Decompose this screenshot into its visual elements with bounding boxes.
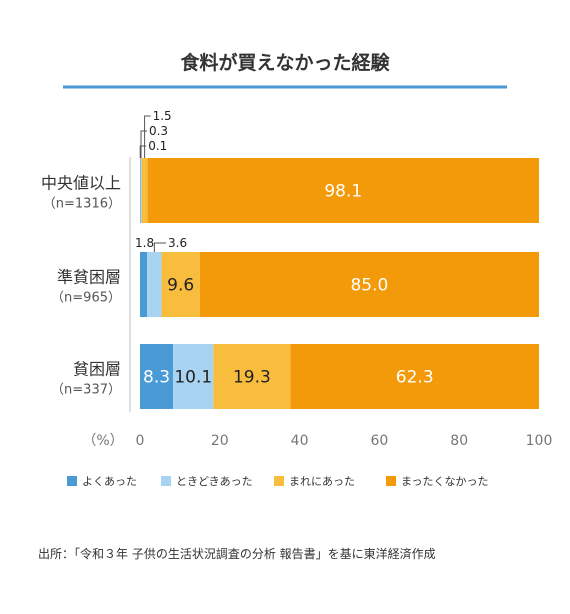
category-n-label: （n=1316） [43,197,121,212]
category-n-label: （n=965） [51,291,121,306]
data-label: 19.3 [233,368,271,388]
x-tick-label: 40 [291,433,309,449]
legend-label: まれにあった [289,475,355,488]
bar-segment [140,158,142,223]
bar-segment [141,158,148,223]
data-label: 9.6 [167,276,194,296]
x-tick-label: 100 [526,433,553,449]
x-tick-label: 80 [450,433,468,449]
data-label: 62.3 [396,368,434,388]
bar-segment [140,252,148,317]
legend-swatch [161,476,171,486]
legend-label: ときどきあった [176,475,253,488]
legend-swatch [274,476,284,486]
data-label: 3.6 [168,236,187,250]
annotation-leader [140,130,147,158]
bar-segment [199,252,539,317]
bar-segment [213,344,291,409]
data-label: 1.5 [153,109,172,123]
x-tick-label: 0 [136,433,145,449]
legend-label: よくあった [82,475,137,488]
x-tick-labels: 0 20 40 60 80 100 [136,433,553,449]
source-note: 出所：「令和３年 子供の生活状況調査の分析 報告書」を基に東洋経済作成 [38,546,436,561]
category-n-label: （n=337） [51,383,121,398]
bars [140,158,539,409]
data-label: 1.8 [135,236,154,250]
legend-label: まったくなかった [401,475,489,488]
bar-segment [173,344,214,409]
legend-swatch [386,476,396,486]
bar-segment [147,252,162,317]
x-tick-label: 20 [211,433,229,449]
axis-unit-label: （%） [82,433,123,449]
bar-segment [147,158,539,223]
annotation-leader [153,242,166,252]
data-labels: 0.10.31.5 98.1 1.8 3.6 9.6 85.0 8.3 10.1 19.3 62.… [135,109,434,388]
category-label: 貧困層 [73,360,121,379]
bar-segment [161,252,200,317]
x-tick-label: 60 [370,433,388,449]
category-label: 準貧困層 [57,268,121,287]
data-label: 0.1 [148,139,167,153]
data-label: 0.3 [149,124,168,138]
category-labels: 中央値以上 （n=1316） 準貧困層 （n=965） 貧困層 （n=337） [41,174,121,398]
data-label: 10.1 [174,368,212,388]
data-label: 85.0 [350,276,388,296]
annotation-leader [144,115,151,158]
data-label: 8.3 [143,368,170,388]
bar-segment [140,158,141,223]
bar-segment [140,344,174,409]
category-label: 中央値以上 [41,174,121,193]
legend: よくあった ときどきあった まれにあった まったくなかった [67,475,489,488]
legend-swatch [67,476,77,486]
chart-title: 食料が買えなかった経験 [180,51,390,74]
data-label: 98.1 [324,182,362,202]
bar-segment [290,344,539,409]
